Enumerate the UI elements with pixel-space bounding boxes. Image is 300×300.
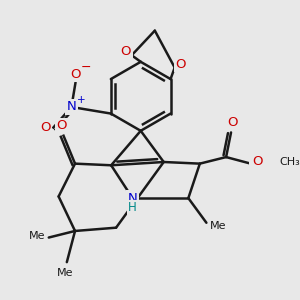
Text: O: O bbox=[252, 155, 262, 169]
Text: O: O bbox=[175, 58, 186, 71]
Text: N: N bbox=[128, 192, 137, 205]
Text: −: − bbox=[81, 61, 92, 74]
Text: Me: Me bbox=[57, 268, 74, 278]
Text: Me: Me bbox=[210, 221, 226, 231]
Text: N: N bbox=[67, 100, 76, 113]
Text: O: O bbox=[227, 116, 238, 129]
Text: O: O bbox=[70, 68, 81, 81]
Text: O: O bbox=[121, 46, 131, 59]
Text: CH₃: CH₃ bbox=[280, 157, 300, 167]
Text: H: H bbox=[128, 202, 137, 214]
Text: O: O bbox=[57, 119, 67, 132]
Text: O: O bbox=[40, 121, 50, 134]
Text: Me: Me bbox=[29, 231, 46, 241]
Text: +: + bbox=[77, 95, 86, 105]
